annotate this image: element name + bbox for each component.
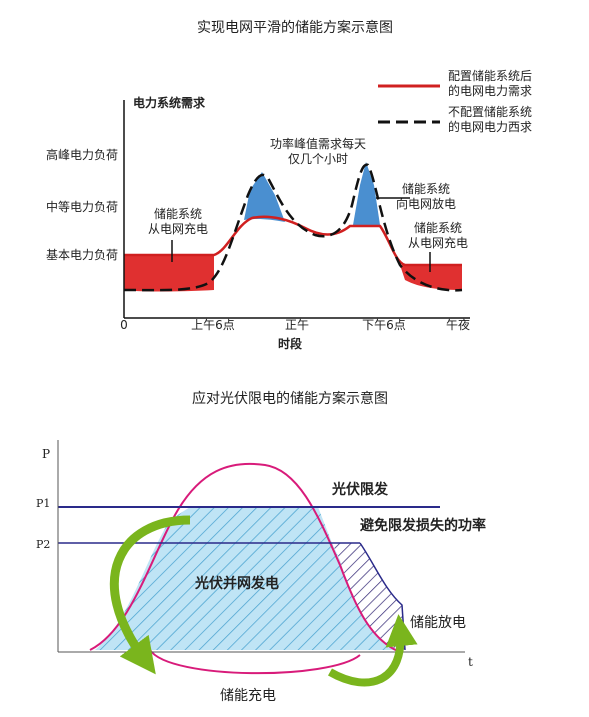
charge-area [400,265,462,290]
annotation: 储能系统 [402,181,450,196]
y-label: 高峰电力负荷 [46,147,118,162]
charge-curve [149,649,361,675]
x-label: 午夜 [446,317,470,332]
legend-label: 配置储能系统后 [448,68,532,83]
label: 储能放电 [410,615,466,631]
y-axis-title: 电力系统需求 [133,95,206,110]
demand-without-storage [123,163,463,292]
x-label: 0 [120,318,128,332]
label: 光伏限发 [331,481,389,498]
annotation: 向电网放电 [396,196,456,211]
p1-label: P1 [36,497,50,510]
x-axis-title: 时段 [278,336,303,351]
label: 储能充电 [220,688,276,704]
demand-with-storage [124,215,462,267]
discharge-arrow [328,614,418,687]
y-label: 中等电力负荷 [46,199,118,214]
charge-area [124,255,214,292]
annotation: 从电网充电 [408,235,468,250]
y-label: 基本电力负荷 [46,248,118,262]
annotation: 从电网充电 [148,221,208,236]
legend-label: 的电网电力西求 [448,119,532,134]
y-axis-label: P [42,447,50,461]
figure-title: 应对光伏限电的储能方案示意图 [192,390,388,407]
legend-label: 的电网电力需求 [448,83,532,98]
x-label: 上午6点 [191,318,235,332]
label: 避免限发损失的功率 [360,517,486,534]
discharge-area [244,172,285,222]
x-label: 正午 [285,318,309,332]
pv-curve [89,462,401,653]
charge-arrow [109,515,191,675]
figure-title: 实现电网平滑的储能方案示意图 [197,19,393,36]
legend-label: 不配置储能系统 [448,104,532,119]
x-axis-label: t [468,655,473,669]
label: 光伏并网发电 [194,575,279,592]
chart-2: P t P1 P2 光伏限发 避免限发损失的功率 光伏并网发电 储能放电 储能充… [36,440,486,704]
p2-label: P2 [36,538,50,551]
x-label: 下午6点 [362,318,406,332]
discharge-area [353,162,380,225]
annotation: 仅几个小时 [288,152,348,166]
annotation: 储能系统 [154,206,202,221]
discharge-edge [359,542,406,651]
annotation: 储能系统 [414,220,462,235]
chart-1: 电力系统需求 高峰电力负荷 中等电力负荷 基本电力负荷 0 上午6点 正午 下午… [46,68,532,351]
annotation: 功率峰值需求每天 [270,136,366,151]
